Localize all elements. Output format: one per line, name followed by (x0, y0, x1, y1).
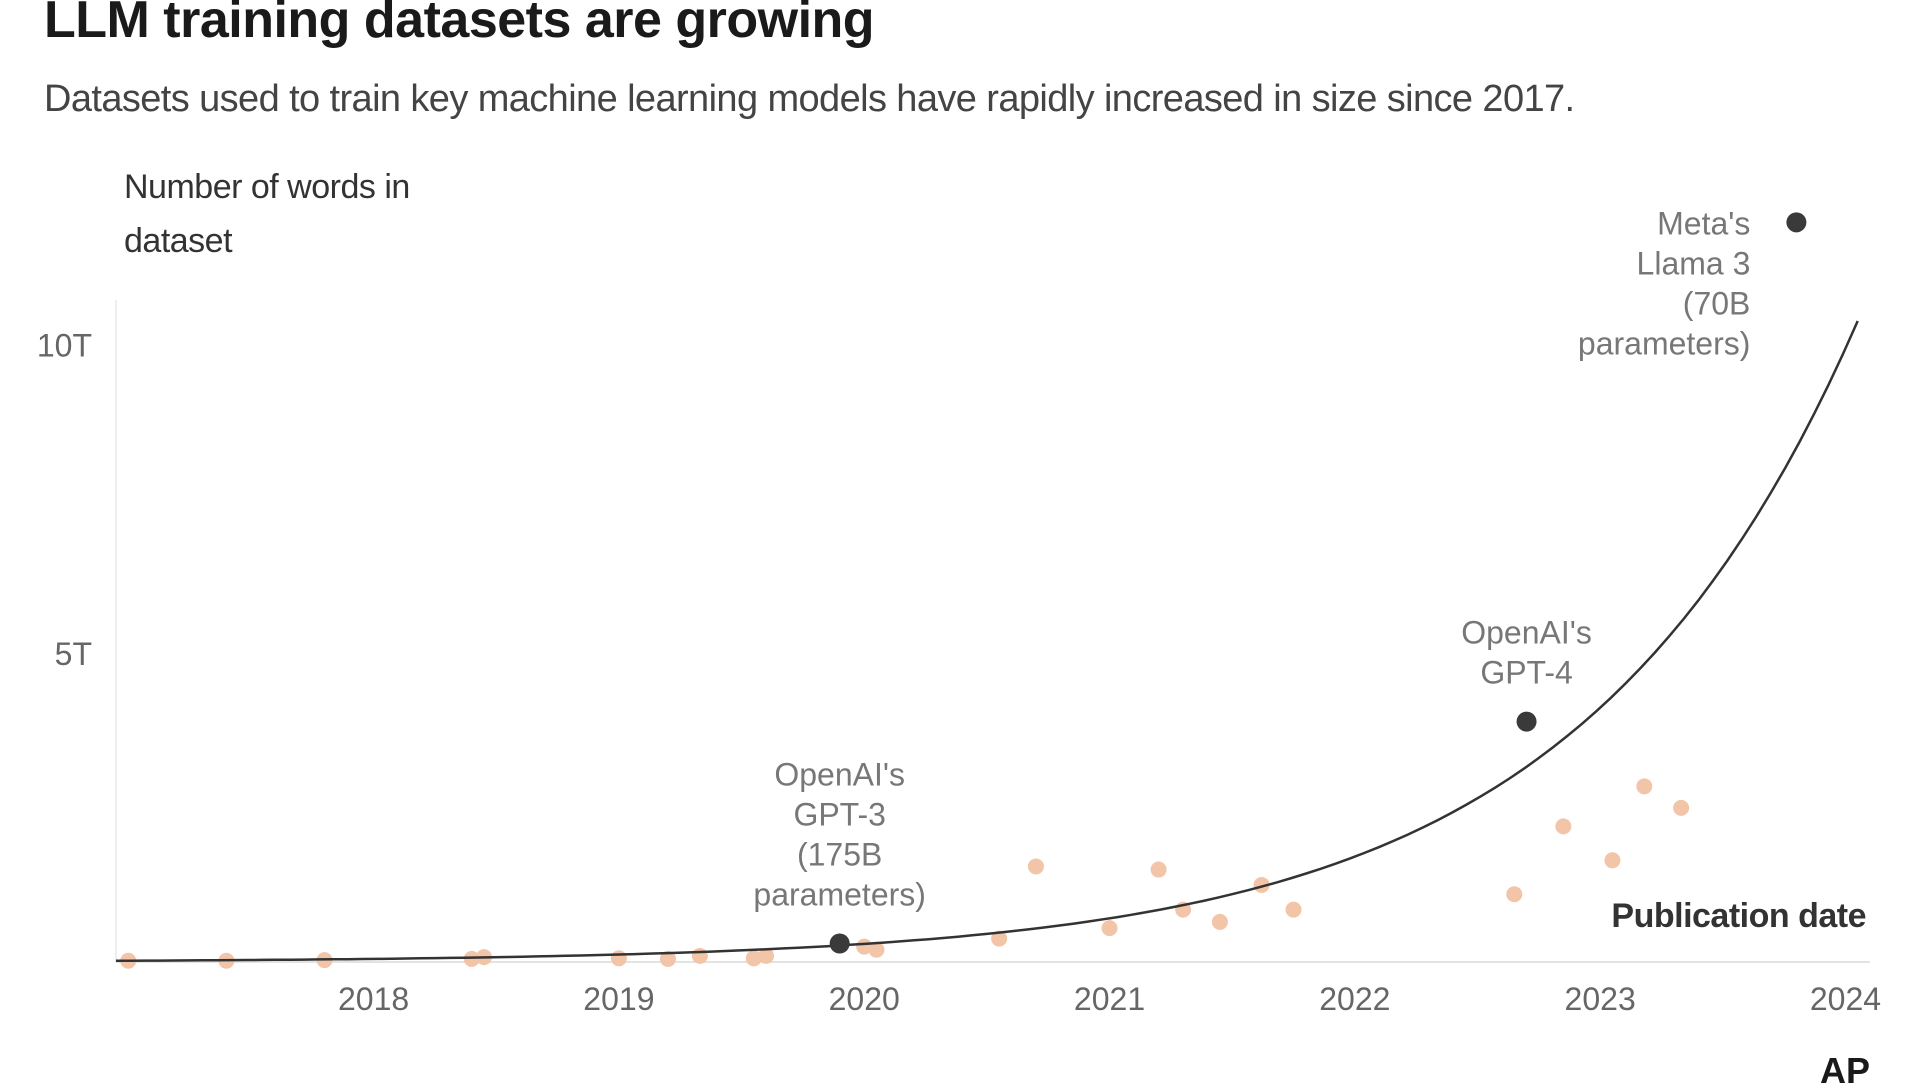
data-point (1101, 920, 1118, 937)
annotation-label: OpenAI's GPT-4 (1461, 615, 1592, 691)
data-point (1604, 852, 1621, 869)
trend-line (115, 320, 1859, 963)
data-point (1636, 778, 1653, 795)
data-point (691, 947, 708, 964)
x-tick-label: 2019 (583, 981, 654, 1017)
x-tick-label: 2020 (829, 981, 900, 1017)
highlighted-point (829, 933, 850, 954)
data-point (1253, 876, 1270, 893)
x-tick-label: 2022 (1319, 981, 1390, 1017)
data-point (1673, 799, 1690, 816)
y-tick-label: 10T (37, 328, 92, 364)
annotation-label: OpenAI's GPT-3 (175B parameters) (753, 757, 926, 913)
data-point (758, 947, 775, 964)
highlighted-point (1516, 711, 1537, 732)
x-tick-label: 2021 (1074, 981, 1145, 1017)
data-point (610, 950, 627, 967)
x-tick-label: 2023 (1565, 981, 1636, 1017)
data-point (1506, 886, 1523, 903)
data-point (1285, 901, 1302, 918)
annotation-label: Meta's Llama 3 (70B parameters) (1578, 205, 1751, 361)
y-tick-label: 5T (55, 636, 92, 672)
data-point (1150, 861, 1167, 878)
x-tick-label: 2018 (338, 981, 409, 1017)
data-point (659, 950, 676, 967)
data-point (868, 941, 885, 958)
x-axis-label: Publication date (1611, 897, 1866, 935)
data-point (991, 930, 1008, 947)
data-point (463, 950, 480, 967)
chart-title: LLM training datasets are growing (44, 0, 875, 49)
data-point (745, 950, 762, 967)
data-point (1027, 858, 1044, 875)
highlighted-point (1786, 212, 1807, 233)
data-point (1555, 818, 1572, 835)
data-point (1211, 913, 1228, 930)
x-tick-label: 2024 (1810, 981, 1881, 1017)
chart-subtitle: Datasets used to train key machine learn… (44, 78, 1575, 120)
y-axis-label: Number of words in dataset (124, 168, 410, 260)
